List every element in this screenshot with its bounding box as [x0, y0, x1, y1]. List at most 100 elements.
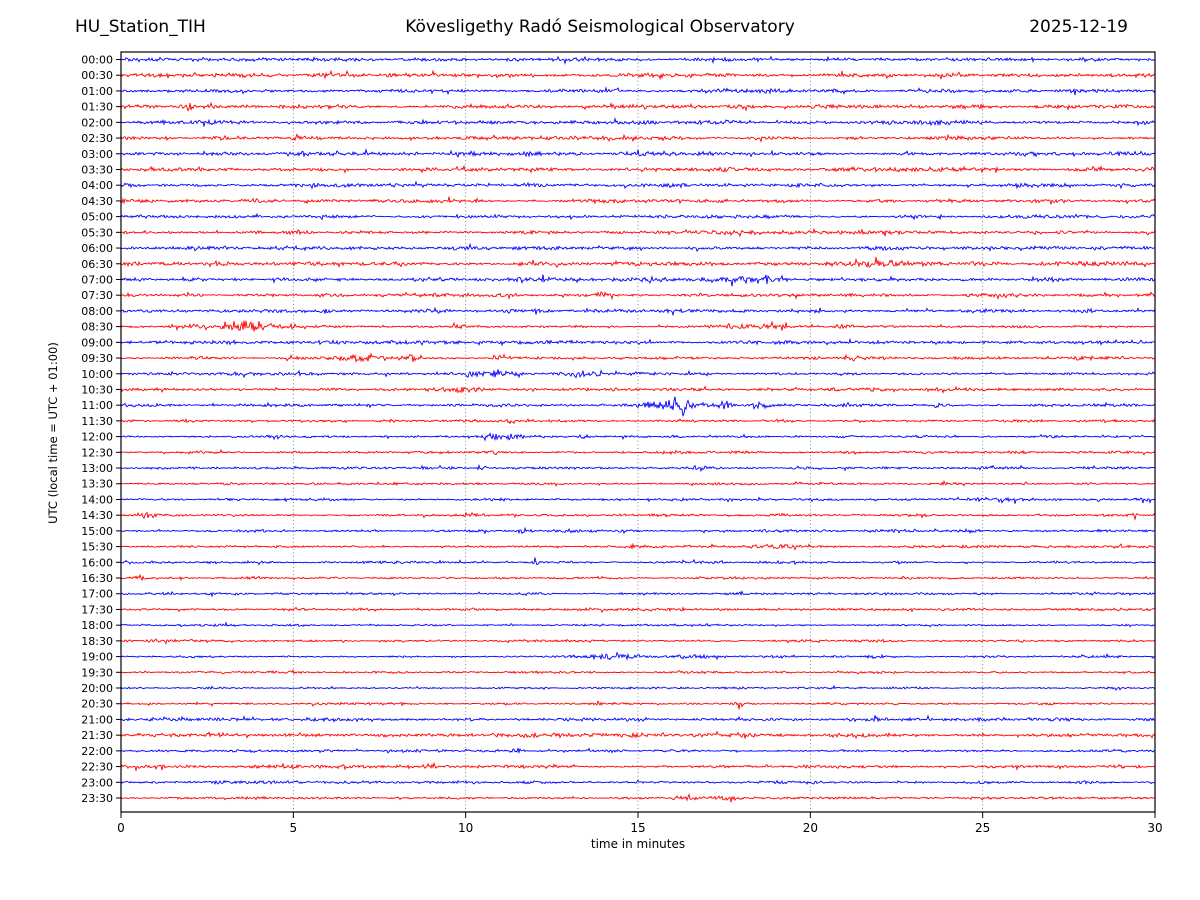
trace-20-30 [120, 699, 1156, 710]
xtick-label-20: 20 [803, 821, 818, 835]
trace-04-30 [120, 196, 1156, 205]
trace-03-00 [120, 147, 1156, 159]
xtick-label-10: 10 [458, 821, 473, 835]
x-axis-label: time in minutes [590, 837, 686, 851]
row-label-16-30: 16:30 [81, 572, 113, 585]
row-label-12-00: 12:00 [81, 431, 113, 444]
row-label-20-00: 20:00 [81, 682, 113, 695]
row-label-22-30: 22:30 [81, 761, 113, 774]
trace-03-30 [120, 164, 1156, 174]
trace-00-30 [120, 69, 1156, 81]
trace-11-30 [120, 418, 1156, 425]
trace-02-00 [120, 117, 1156, 127]
trace-01-00 [120, 86, 1156, 96]
trace-21-30 [120, 730, 1156, 740]
trace-14-00 [120, 496, 1156, 504]
trace-22-30 [120, 761, 1156, 772]
trace-23-30 [120, 792, 1156, 803]
date-title: 2025-12-19 [1029, 17, 1128, 37]
row-label-22-00: 22:00 [81, 745, 113, 758]
row-label-23-00: 23:00 [81, 776, 113, 789]
trace-04-00 [120, 180, 1156, 190]
row-label-01-30: 01:30 [81, 101, 113, 114]
row-label-04-30: 04:30 [81, 195, 113, 208]
row-label-23-30: 23:30 [81, 792, 113, 805]
trace-00-00 [120, 55, 1156, 65]
row-label-05-00: 05:00 [81, 211, 113, 224]
trace-09-30 [120, 352, 1156, 363]
trace-05-00 [120, 212, 1156, 221]
row-label-02-00: 02:00 [81, 116, 113, 129]
xtick-label-25: 25 [975, 821, 990, 835]
trace-09-00 [120, 337, 1155, 347]
trace-19-00 [120, 651, 1155, 661]
trace-10-00 [120, 369, 1156, 379]
row-label-20-30: 20:30 [81, 698, 113, 711]
trace-13-00 [120, 463, 1156, 473]
trace-06-30 [120, 256, 1156, 269]
row-label-05-30: 05:30 [81, 226, 113, 239]
row-label-02-30: 02:30 [81, 132, 113, 145]
y-axis-label: UTC (local time = UTC + 01:00) [46, 342, 60, 524]
trace-20-00 [120, 684, 1156, 691]
trace-17-00 [120, 590, 1156, 598]
row-label-00-00: 00:00 [81, 54, 113, 67]
row-label-10-00: 10:00 [81, 368, 113, 381]
trace-15-00 [120, 526, 1156, 535]
row-label-18-00: 18:00 [81, 619, 113, 632]
row-label-14-00: 14:00 [81, 493, 113, 506]
row-label-19-30: 19:30 [81, 666, 113, 679]
trace-21-00 [120, 714, 1156, 723]
row-label-11-00: 11:00 [81, 399, 113, 412]
trace-08-30 [120, 320, 1156, 332]
row-label-00-30: 00:30 [81, 69, 113, 82]
row-label-06-30: 06:30 [81, 258, 113, 271]
row-label-21-30: 21:30 [81, 729, 113, 742]
trace-18-00 [120, 621, 1155, 628]
trace-05-30 [120, 227, 1156, 238]
row-label-14-30: 14:30 [81, 509, 113, 522]
row-label-11-30: 11:30 [81, 415, 113, 428]
trace-02-30 [120, 133, 1156, 143]
observatory-title: Kövesligethy Radó Seismological Observat… [405, 17, 795, 37]
xtick-label-5: 5 [290, 821, 298, 835]
trace-22-00 [120, 747, 1156, 755]
row-label-19-00: 19:00 [81, 651, 113, 664]
row-label-04-00: 04:00 [81, 179, 113, 192]
row-label-07-30: 07:30 [81, 289, 113, 302]
row-label-03-30: 03:30 [81, 163, 113, 176]
trace-23-00 [120, 779, 1156, 785]
row-label-08-00: 08:00 [81, 305, 113, 318]
trace-15-30 [121, 542, 1156, 551]
row-label-21-00: 21:00 [81, 713, 113, 726]
trace-18-30 [120, 638, 1156, 645]
row-label-03-00: 03:00 [81, 148, 113, 161]
trace-13-30 [120, 479, 1155, 488]
trace-14-30 [120, 511, 1156, 520]
row-label-01-00: 01:00 [81, 85, 113, 98]
trace-17-30 [120, 606, 1156, 614]
plot-frame [120, 51, 1156, 813]
trace-06-00 [120, 242, 1156, 253]
trace-16-30 [120, 573, 1156, 582]
xtick-label-30: 30 [1147, 821, 1162, 835]
trace-07-30 [120, 290, 1156, 301]
trace-11-00 [120, 396, 1156, 417]
row-label-13-00: 13:00 [81, 462, 113, 475]
trace-07-00 [120, 274, 1156, 287]
row-label-08-30: 08:30 [81, 321, 113, 334]
row-label-17-30: 17:30 [81, 603, 113, 616]
trace-10-30 [120, 385, 1156, 394]
trace-19-30 [120, 668, 1156, 675]
row-label-07-00: 07:00 [81, 273, 113, 286]
row-label-09-00: 09:00 [81, 336, 113, 349]
row-label-17-00: 17:00 [81, 588, 113, 601]
row-label-13-30: 13:30 [81, 478, 113, 491]
row-label-15-30: 15:30 [81, 541, 113, 554]
trace-16-00 [120, 557, 1156, 566]
row-label-15-00: 15:00 [81, 525, 113, 538]
row-label-06-00: 06:00 [81, 242, 113, 255]
row-label-12-30: 12:30 [81, 446, 113, 459]
